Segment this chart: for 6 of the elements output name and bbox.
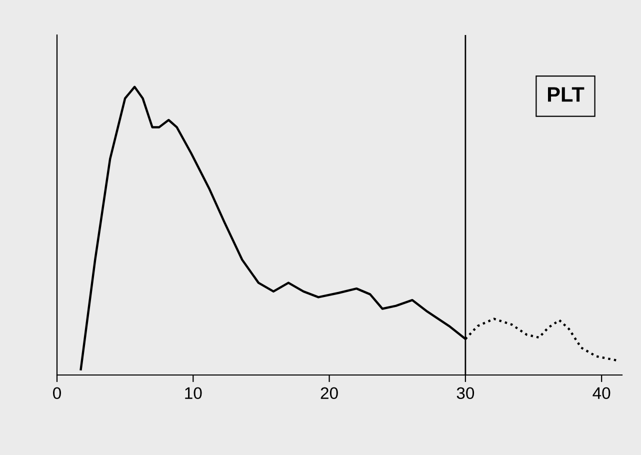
x-tick-label: 0 (53, 387, 61, 400)
annotation: PLT (548, 87, 584, 102)
x-tick-label: 10 (185, 387, 202, 400)
x-tick-label: 40 (592, 387, 610, 400)
x-tick-label: 20 (320, 387, 338, 400)
x-tick-label: 30 (456, 387, 474, 400)
